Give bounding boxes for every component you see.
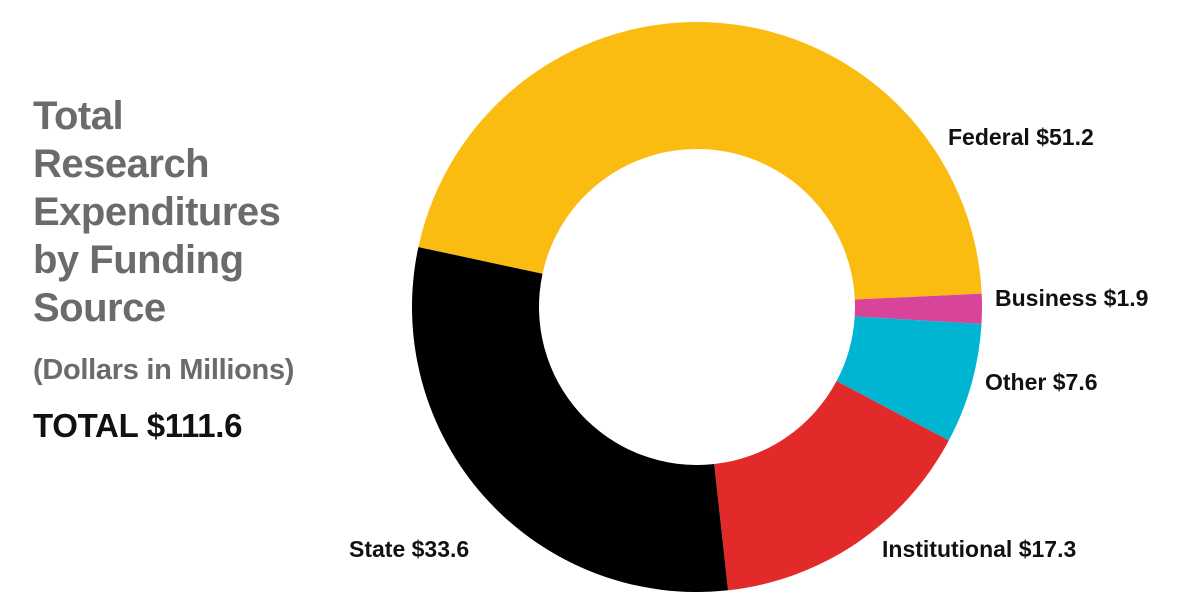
slice-state [411,247,729,593]
chart-title-line: by Funding [33,238,244,282]
slice-label-institutional: Institutional $17.3 [882,536,1076,562]
slice-business [854,293,982,325]
slice-label-state: State $33.6 [349,536,469,562]
donut-slices [411,21,982,593]
slice-institutional [714,381,949,591]
total-label: TOTAL $111.6 [33,407,243,444]
title-block: Total Research Expenditures by Funding S… [33,92,363,446]
slice-label-other: Other $7.6 [985,369,1098,395]
chart-title: Total Research Expenditures by Funding S… [33,92,363,332]
chart-title-line: Expenditures [33,190,281,234]
chart-subtitle: (Dollars in Millions) [33,354,295,386]
slice-federal [418,21,982,300]
chart-title-line: Total [33,94,124,138]
slice-label-business: Business $1.9 [995,285,1148,311]
slice-other [836,316,982,441]
slice-label-federal: Federal $51.2 [948,124,1094,150]
chart-title-line: Source [33,286,166,330]
chart-title-line: Research [33,142,210,186]
